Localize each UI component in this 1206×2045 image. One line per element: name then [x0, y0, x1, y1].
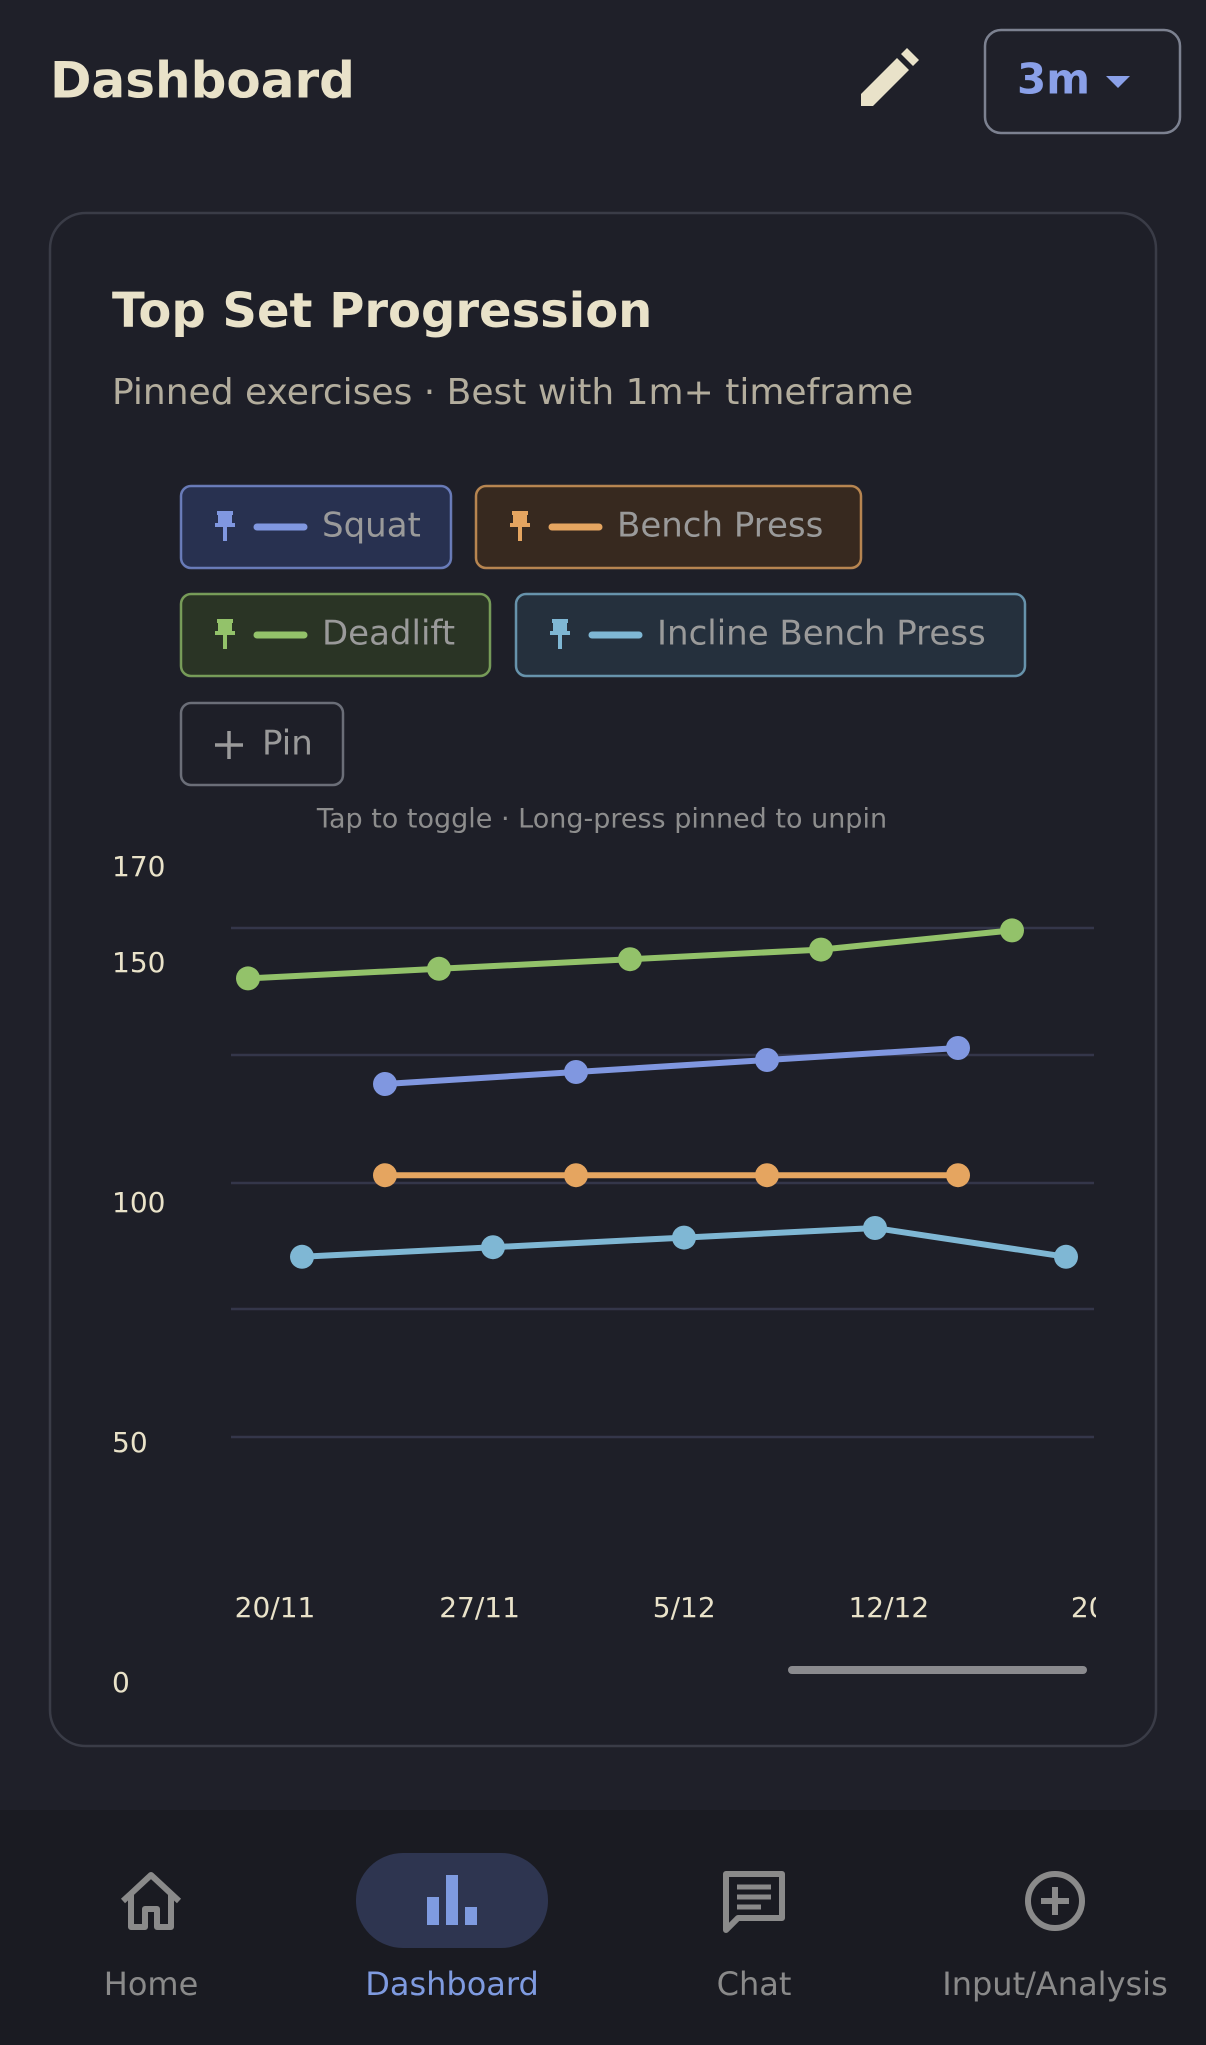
y-tick-label: 0 [112, 1666, 130, 1699]
legend-chip[interactable]: Squat [179, 484, 453, 570]
hint: Tap to toggle · Long-press pinned to unp… [316, 804, 887, 835]
legend-label: Squat [322, 506, 421, 546]
data-point [290, 1244, 314, 1269]
nav-label[interactable]: Chat [717, 1965, 792, 2003]
x-tick-label: 12/12 [848, 1591, 929, 1624]
data-point [236, 966, 260, 991]
data-point [863, 1216, 887, 1240]
pin-icon [510, 511, 530, 541]
legend-chip[interactable]: Deadlift [179, 592, 492, 678]
data-point [946, 1163, 970, 1188]
home-icon [120, 1872, 182, 1930]
card-title: Top Set Progression [112, 283, 652, 339]
timeframe-label: 3m [1017, 55, 1090, 104]
data-point [1000, 918, 1024, 943]
x-tick-label: 20/11 [235, 1591, 316, 1624]
legend-chip[interactable]: Incline Bench Press [514, 592, 1027, 678]
card [48, 211, 1158, 1748]
add-pin-button[interactable]: Pin [179, 701, 345, 787]
chip-frame [514, 592, 1027, 678]
data-point [373, 1163, 397, 1188]
x-tick-label: 5/12 [653, 1591, 716, 1624]
data-point [809, 937, 833, 962]
nav-label[interactable]: Input/Analysis [942, 1965, 1167, 2003]
nav-label[interactable]: Home [104, 1965, 199, 2003]
x-tick-label: 20/ [1071, 1591, 1117, 1624]
data-point [755, 1163, 779, 1188]
y-tick-label: 150 [112, 946, 165, 979]
data-point [755, 1048, 779, 1072]
legend-label: Incline Bench Press [657, 614, 986, 654]
edit-icon [861, 48, 919, 106]
dropdown-arrow [1106, 76, 1130, 88]
legend-chip[interactable]: Bench Press [474, 484, 863, 570]
plot: 20/11 27/11 5/12 12/12 20/ [235, 918, 1117, 1624]
legend-label: Bench Press [617, 506, 823, 546]
data-point [481, 1235, 505, 1260]
edit-button[interactable] [861, 48, 919, 106]
data-point [672, 1225, 696, 1250]
pin-icon [215, 619, 235, 649]
timeframe-frame [983, 28, 1182, 135]
bottom-nav [0, 1810, 1206, 2045]
chip-frame [474, 484, 863, 570]
data-point [564, 1163, 588, 1188]
chip-frame [179, 592, 492, 678]
add-icon [1025, 1871, 1085, 1931]
add-pin-label: Pin [262, 724, 313, 764]
pin-icon [550, 619, 570, 649]
series-line [384, 1045, 959, 1087]
chat-icon [723, 1871, 785, 1933]
y-tick-label: 50 [112, 1426, 148, 1459]
chip-frame [179, 484, 453, 570]
pin-icon [215, 511, 235, 541]
card-subtitle: Pinned exercises · Best with 1m+ timefra… [112, 372, 913, 413]
page-title: Dashboard [50, 52, 355, 110]
dashboard-icon [427, 1875, 477, 1925]
y-tick-label: 170 [112, 850, 165, 883]
data-point [373, 1072, 397, 1096]
data-point [618, 947, 642, 972]
timeframe-button[interactable]: 3m [983, 28, 1182, 135]
x-tick-label: 27/11 [439, 1591, 520, 1624]
data-point [427, 956, 451, 981]
data-point [564, 1060, 588, 1084]
legend-label: Deadlift [322, 614, 455, 654]
plus-icon [215, 731, 243, 759]
data-point [946, 1036, 970, 1060]
data-point [1054, 1244, 1078, 1269]
y-tick-label: 100 [112, 1186, 165, 1219]
nav-label[interactable]: Dashboard [365, 1965, 539, 2003]
add-pin-frame [179, 701, 345, 787]
